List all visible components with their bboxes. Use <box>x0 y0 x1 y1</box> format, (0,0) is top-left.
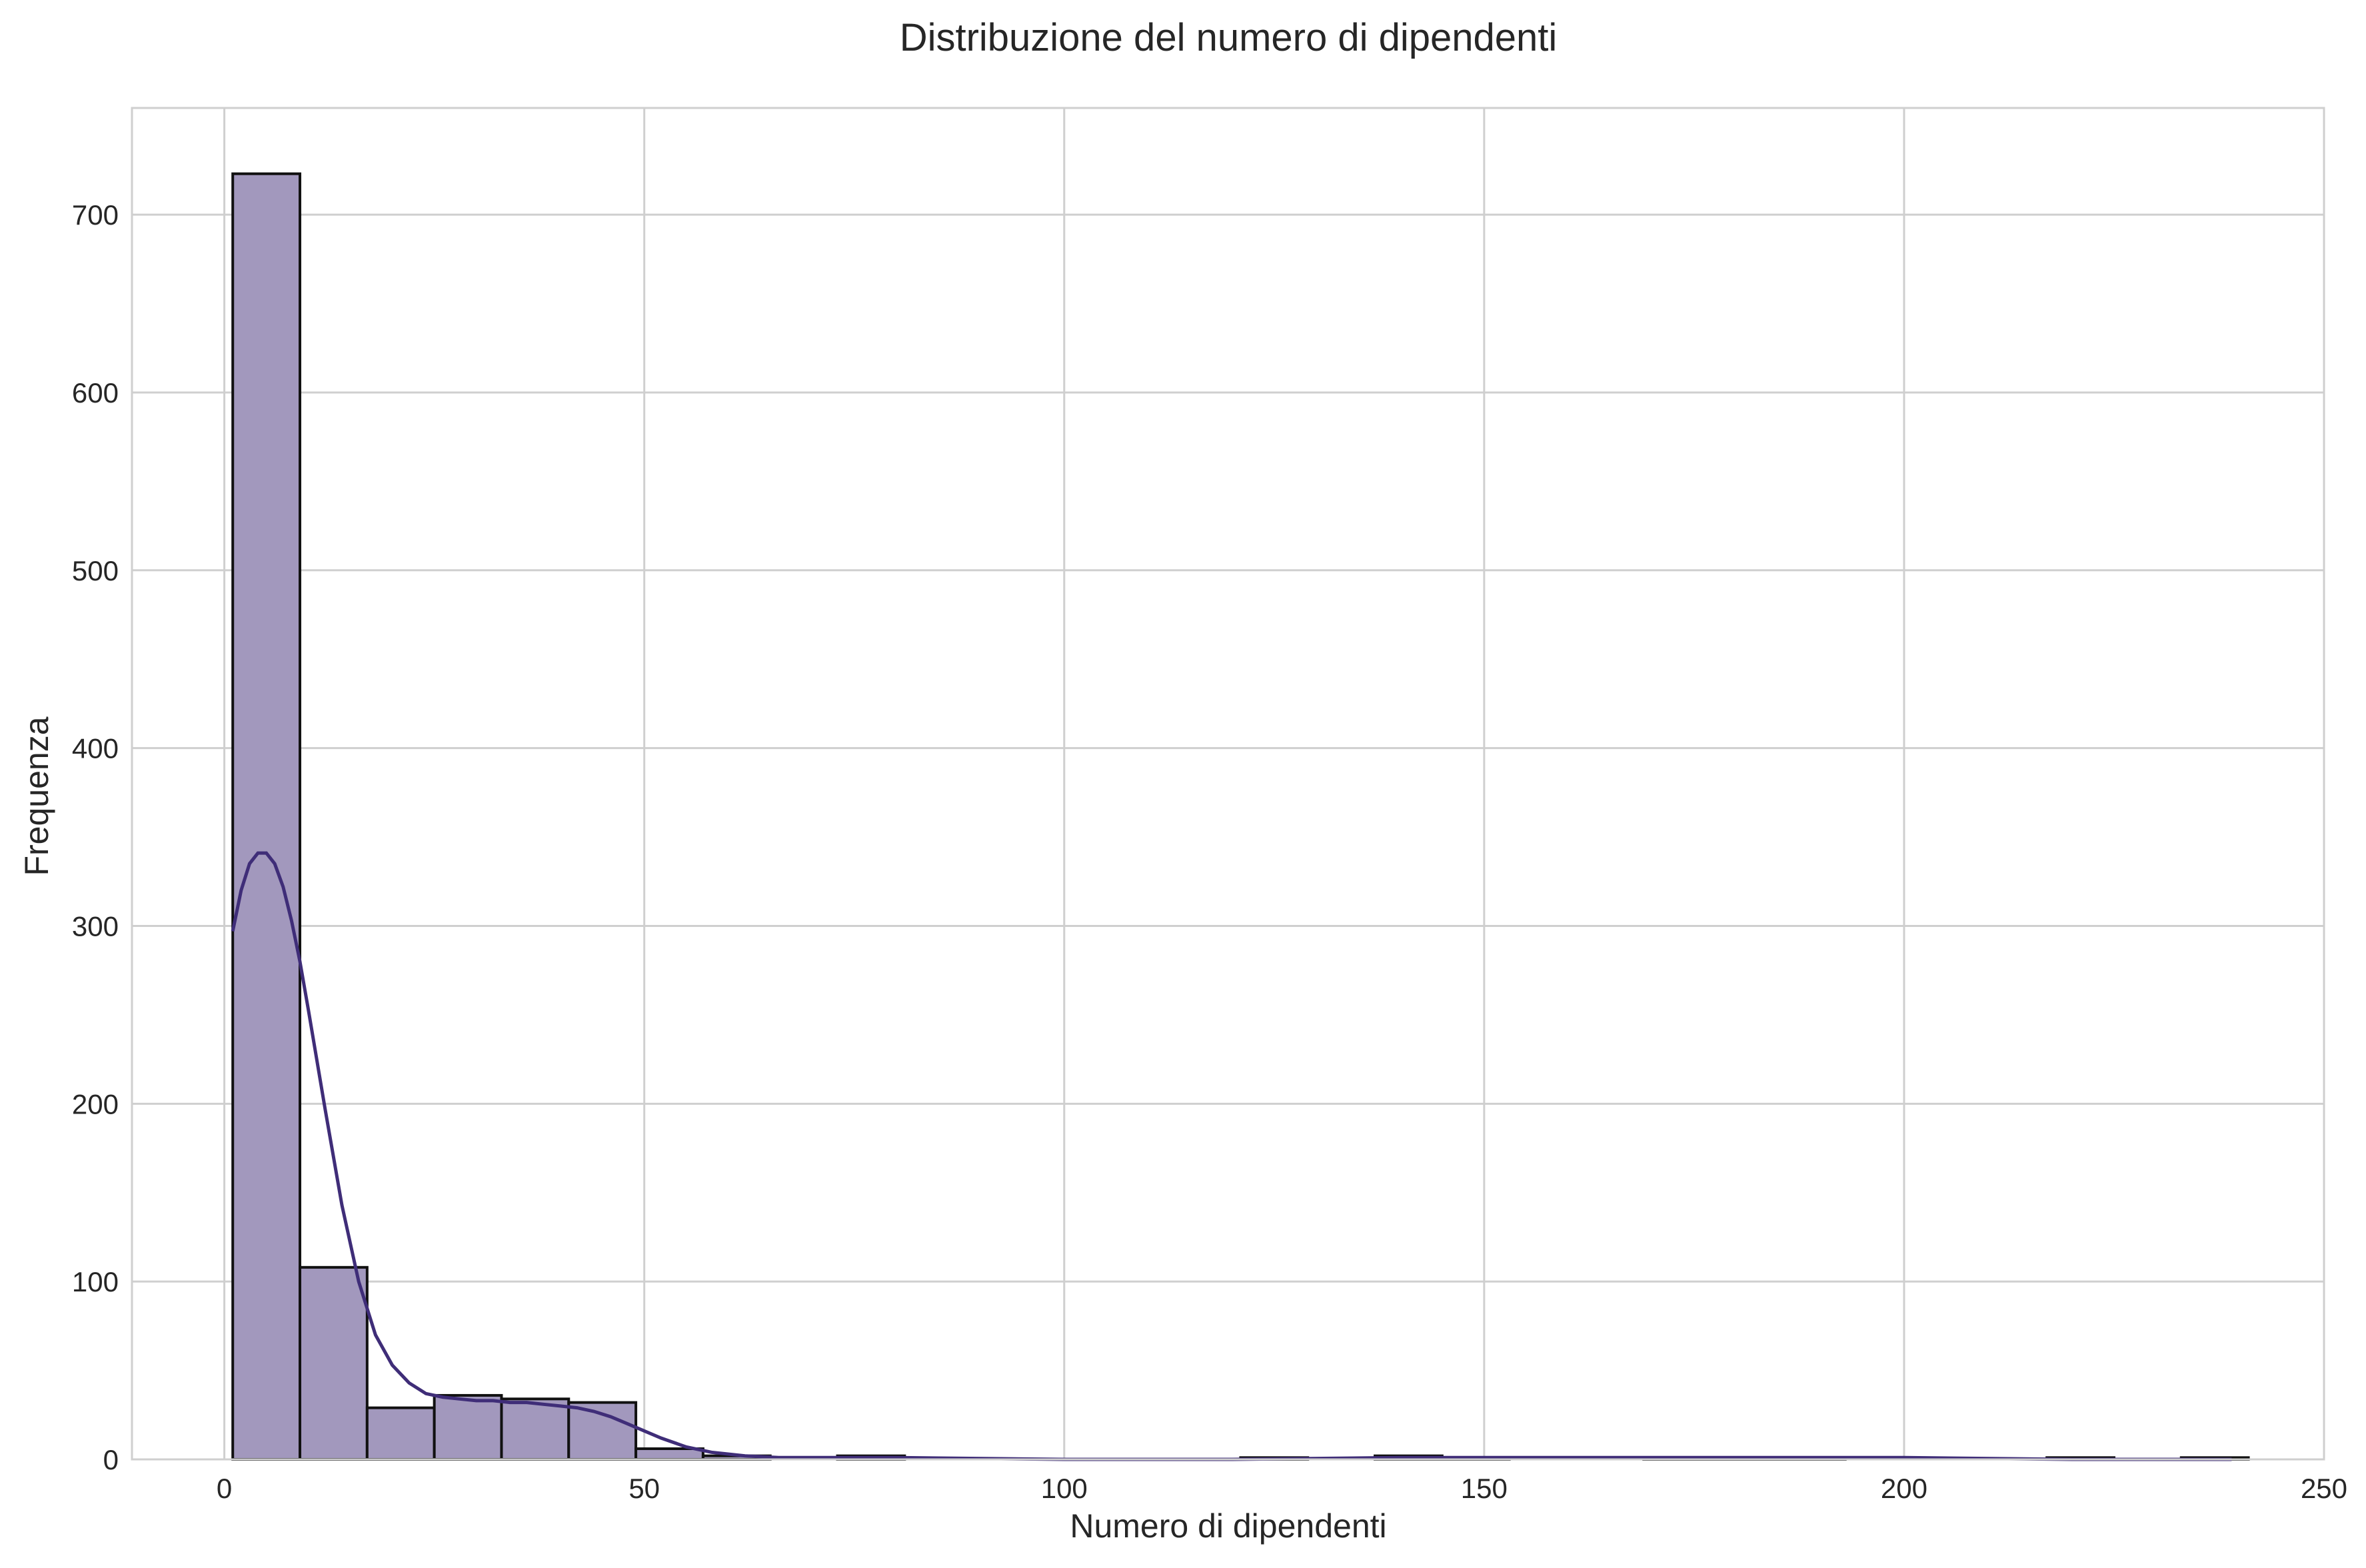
y-tick-label: 600 <box>72 377 119 408</box>
y-tick-label: 400 <box>72 733 119 764</box>
x-tick-label: 150 <box>1461 1473 1508 1504</box>
histogram-bar <box>365 1406 436 1461</box>
histogram-bar <box>231 172 302 1461</box>
x-axis-label: Numero di dipendenti <box>1070 1507 1386 1545</box>
x-tick-labels: 0 50 100 150 200 250 <box>217 1473 2347 1504</box>
x-tick-label: 0 <box>217 1473 232 1504</box>
histogram-bar <box>299 1265 369 1461</box>
x-tick-label: 250 <box>2301 1473 2347 1504</box>
y-tick-label: 300 <box>72 910 119 942</box>
chart-title: Distribuzione del numero di dipendenti <box>900 16 1558 59</box>
y-tick-label: 700 <box>72 199 119 231</box>
histogram-bar <box>500 1397 571 1461</box>
x-tick-label: 200 <box>1881 1473 1927 1504</box>
plot-frame <box>131 107 2325 1461</box>
y-tick-label: 500 <box>72 555 119 586</box>
histogram-bar <box>433 1393 503 1461</box>
kde-curve <box>231 851 2232 1461</box>
x-tick-label: 100 <box>1041 1473 1088 1504</box>
histogram-bar <box>567 1401 638 1461</box>
y-tick-labels: 0 100 200 300 400 500 600 700 <box>72 199 119 1475</box>
histogram-bar <box>634 1447 704 1461</box>
y-tick-label: 200 <box>72 1088 119 1120</box>
y-axis-label: Frequenza <box>18 716 55 876</box>
x-tick-label: 50 <box>628 1473 660 1504</box>
y-tick-label: 100 <box>72 1266 119 1297</box>
histogram-bars <box>231 172 2250 1461</box>
y-tick-label: 0 <box>103 1444 119 1475</box>
grid-lines <box>132 108 2325 1461</box>
